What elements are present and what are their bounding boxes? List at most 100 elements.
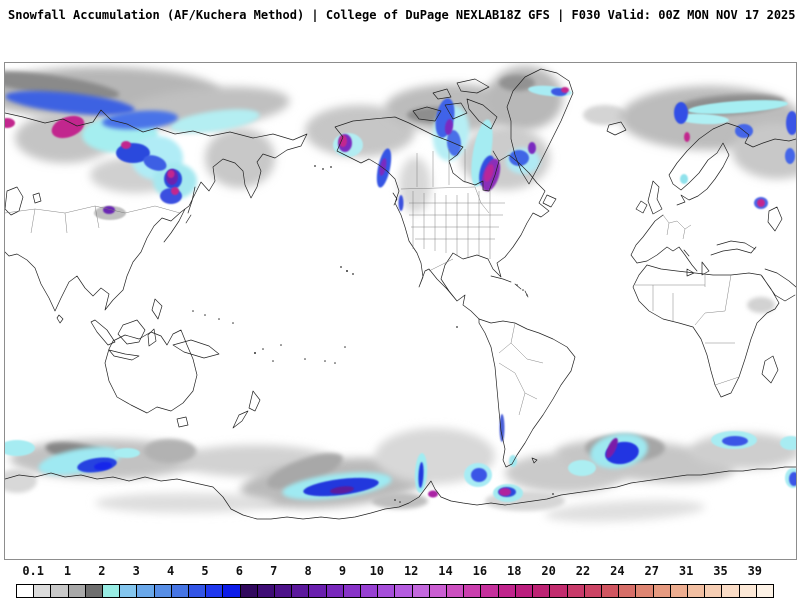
island-dots-layer (192, 165, 554, 503)
snowfall-blob (5, 90, 135, 116)
colorbar-tick-label: 35 (713, 564, 728, 578)
snowfall-blob (114, 448, 140, 458)
snowfall-blob (428, 490, 438, 498)
colorbar-tick-label: 18 (507, 564, 522, 578)
snowfall-blob (471, 119, 493, 187)
colorbar-cell (550, 585, 568, 597)
colorbar-tick-label: 20 (541, 564, 556, 578)
colorbar-cell (636, 585, 654, 597)
snowfall-blob (379, 158, 387, 176)
coast-south-america (478, 318, 576, 468)
snowfall-blob (375, 428, 495, 484)
snowfall-blob (5, 118, 15, 128)
snowfall-blob (484, 164, 494, 182)
colorbar-tick-label: 7 (270, 564, 278, 578)
snowfall-blob (583, 105, 627, 125)
political-borders-layer (5, 149, 740, 416)
snowfall-blob (103, 206, 115, 214)
coast-europe (606, 121, 796, 277)
model-run-info: 18Z GFS | F030 Valid: 00Z MON NOV 17 202… (499, 8, 796, 22)
header-bar: Snowfall Accumulation (AF/Kuchera Method… (0, 5, 800, 25)
colorbar-tick-label: 16 (472, 564, 488, 578)
snowfall-blob (568, 460, 596, 476)
snowfall-blob (95, 493, 275, 513)
coast-asia (5, 109, 308, 312)
snowfall-blob (5, 469, 37, 493)
world-map (4, 62, 797, 560)
us-state-borders (400, 186, 505, 259)
snowfall-blob (606, 437, 618, 459)
snowfall-blob (330, 486, 354, 494)
colorbar-cell (722, 585, 740, 597)
colorbar-tick-label: 9 (338, 564, 347, 578)
colorbar-cell (395, 585, 413, 597)
colorbar-tick-label: 4 (167, 564, 175, 578)
snowfall-blob (674, 102, 688, 124)
snowfall-blob (267, 453, 343, 489)
snowfall-blob (747, 297, 775, 313)
snowfall-blob (680, 174, 688, 184)
snowfall-blob (789, 472, 796, 486)
snowfall-blob (471, 468, 487, 482)
colorbar-tick-label: 24 (610, 564, 625, 578)
coast-caribbean (490, 275, 529, 298)
snowfall-blob (780, 436, 796, 450)
canada-province-borders (416, 149, 490, 214)
snowfall-blob (528, 142, 536, 154)
page-title: Snowfall Accumulation (AF/Kuchera Method… (8, 8, 500, 22)
colorbar-cell (447, 585, 465, 597)
colorbar-tick-label: 3 (132, 564, 140, 578)
snowfall-shading-layer (5, 66, 796, 522)
snowfall-blob (487, 66, 563, 130)
snowfall-blob (94, 461, 112, 471)
coast-japan (163, 186, 196, 243)
snowfall-blob (499, 414, 505, 442)
colorbar-cell (34, 585, 52, 597)
colorbar-ticks: 0.1 1 2 3 4 5 6 7 8 9 10 12 14 16 18 20 22 24 27 31 35 39 (16, 564, 772, 580)
colorbar-cell (567, 585, 585, 597)
colorbar-cell (171, 585, 190, 597)
snowfall-blob (121, 141, 131, 149)
snowfall-blob (545, 500, 705, 522)
snowfall-blob (786, 111, 796, 135)
snowfall-blob (167, 170, 175, 178)
colorbar-tick-label: 5 (201, 564, 209, 578)
colorbar-cell (464, 585, 482, 597)
colorbar-cell (223, 585, 241, 597)
colorbar-cell (17, 585, 35, 597)
colorbar-tick-label: 8 (304, 564, 312, 578)
coast-africa-arabia (632, 264, 796, 398)
colorbar-tick-label: 0.1 (22, 564, 45, 578)
snowfall-blob (205, 128, 275, 188)
snowfall-blob (398, 195, 404, 211)
colorbar-cell (361, 585, 379, 597)
snowfall-blob (51, 115, 85, 139)
coast-arctic-islands (412, 78, 557, 208)
asia-country-borders (5, 205, 454, 272)
colorbar-tick-label: 31 (678, 564, 694, 578)
colorbar-tick-label: 10 (369, 564, 385, 578)
colorbar-cell (292, 585, 310, 597)
snowfall-blob (372, 493, 428, 509)
snowfall-blob (170, 109, 260, 133)
colorbar-tick-label: 39 (747, 564, 763, 578)
snowfall-blob (785, 148, 795, 164)
snowfall-blob (722, 436, 748, 446)
colorbar-cell (515, 585, 534, 597)
coast-greenland (506, 68, 574, 185)
colorbar-cell (756, 585, 773, 597)
colorbar-tick-label: 14 (438, 564, 453, 578)
world-map-svg (5, 66, 796, 522)
snowfall-blob (499, 488, 511, 496)
colorbar-cell (309, 585, 327, 597)
snowfall-blob (688, 100, 788, 114)
colorbar-cell (412, 585, 430, 597)
colorbar-cell (68, 585, 86, 597)
snowfall-blob (143, 155, 167, 171)
colorbar-cell (739, 585, 757, 597)
colorbar-cell (378, 585, 396, 597)
colorbar-cell (584, 585, 602, 597)
snowfall-blob (339, 135, 347, 147)
colorbar-cell (85, 585, 104, 597)
colorbar-tick-label: 12 (403, 564, 419, 578)
